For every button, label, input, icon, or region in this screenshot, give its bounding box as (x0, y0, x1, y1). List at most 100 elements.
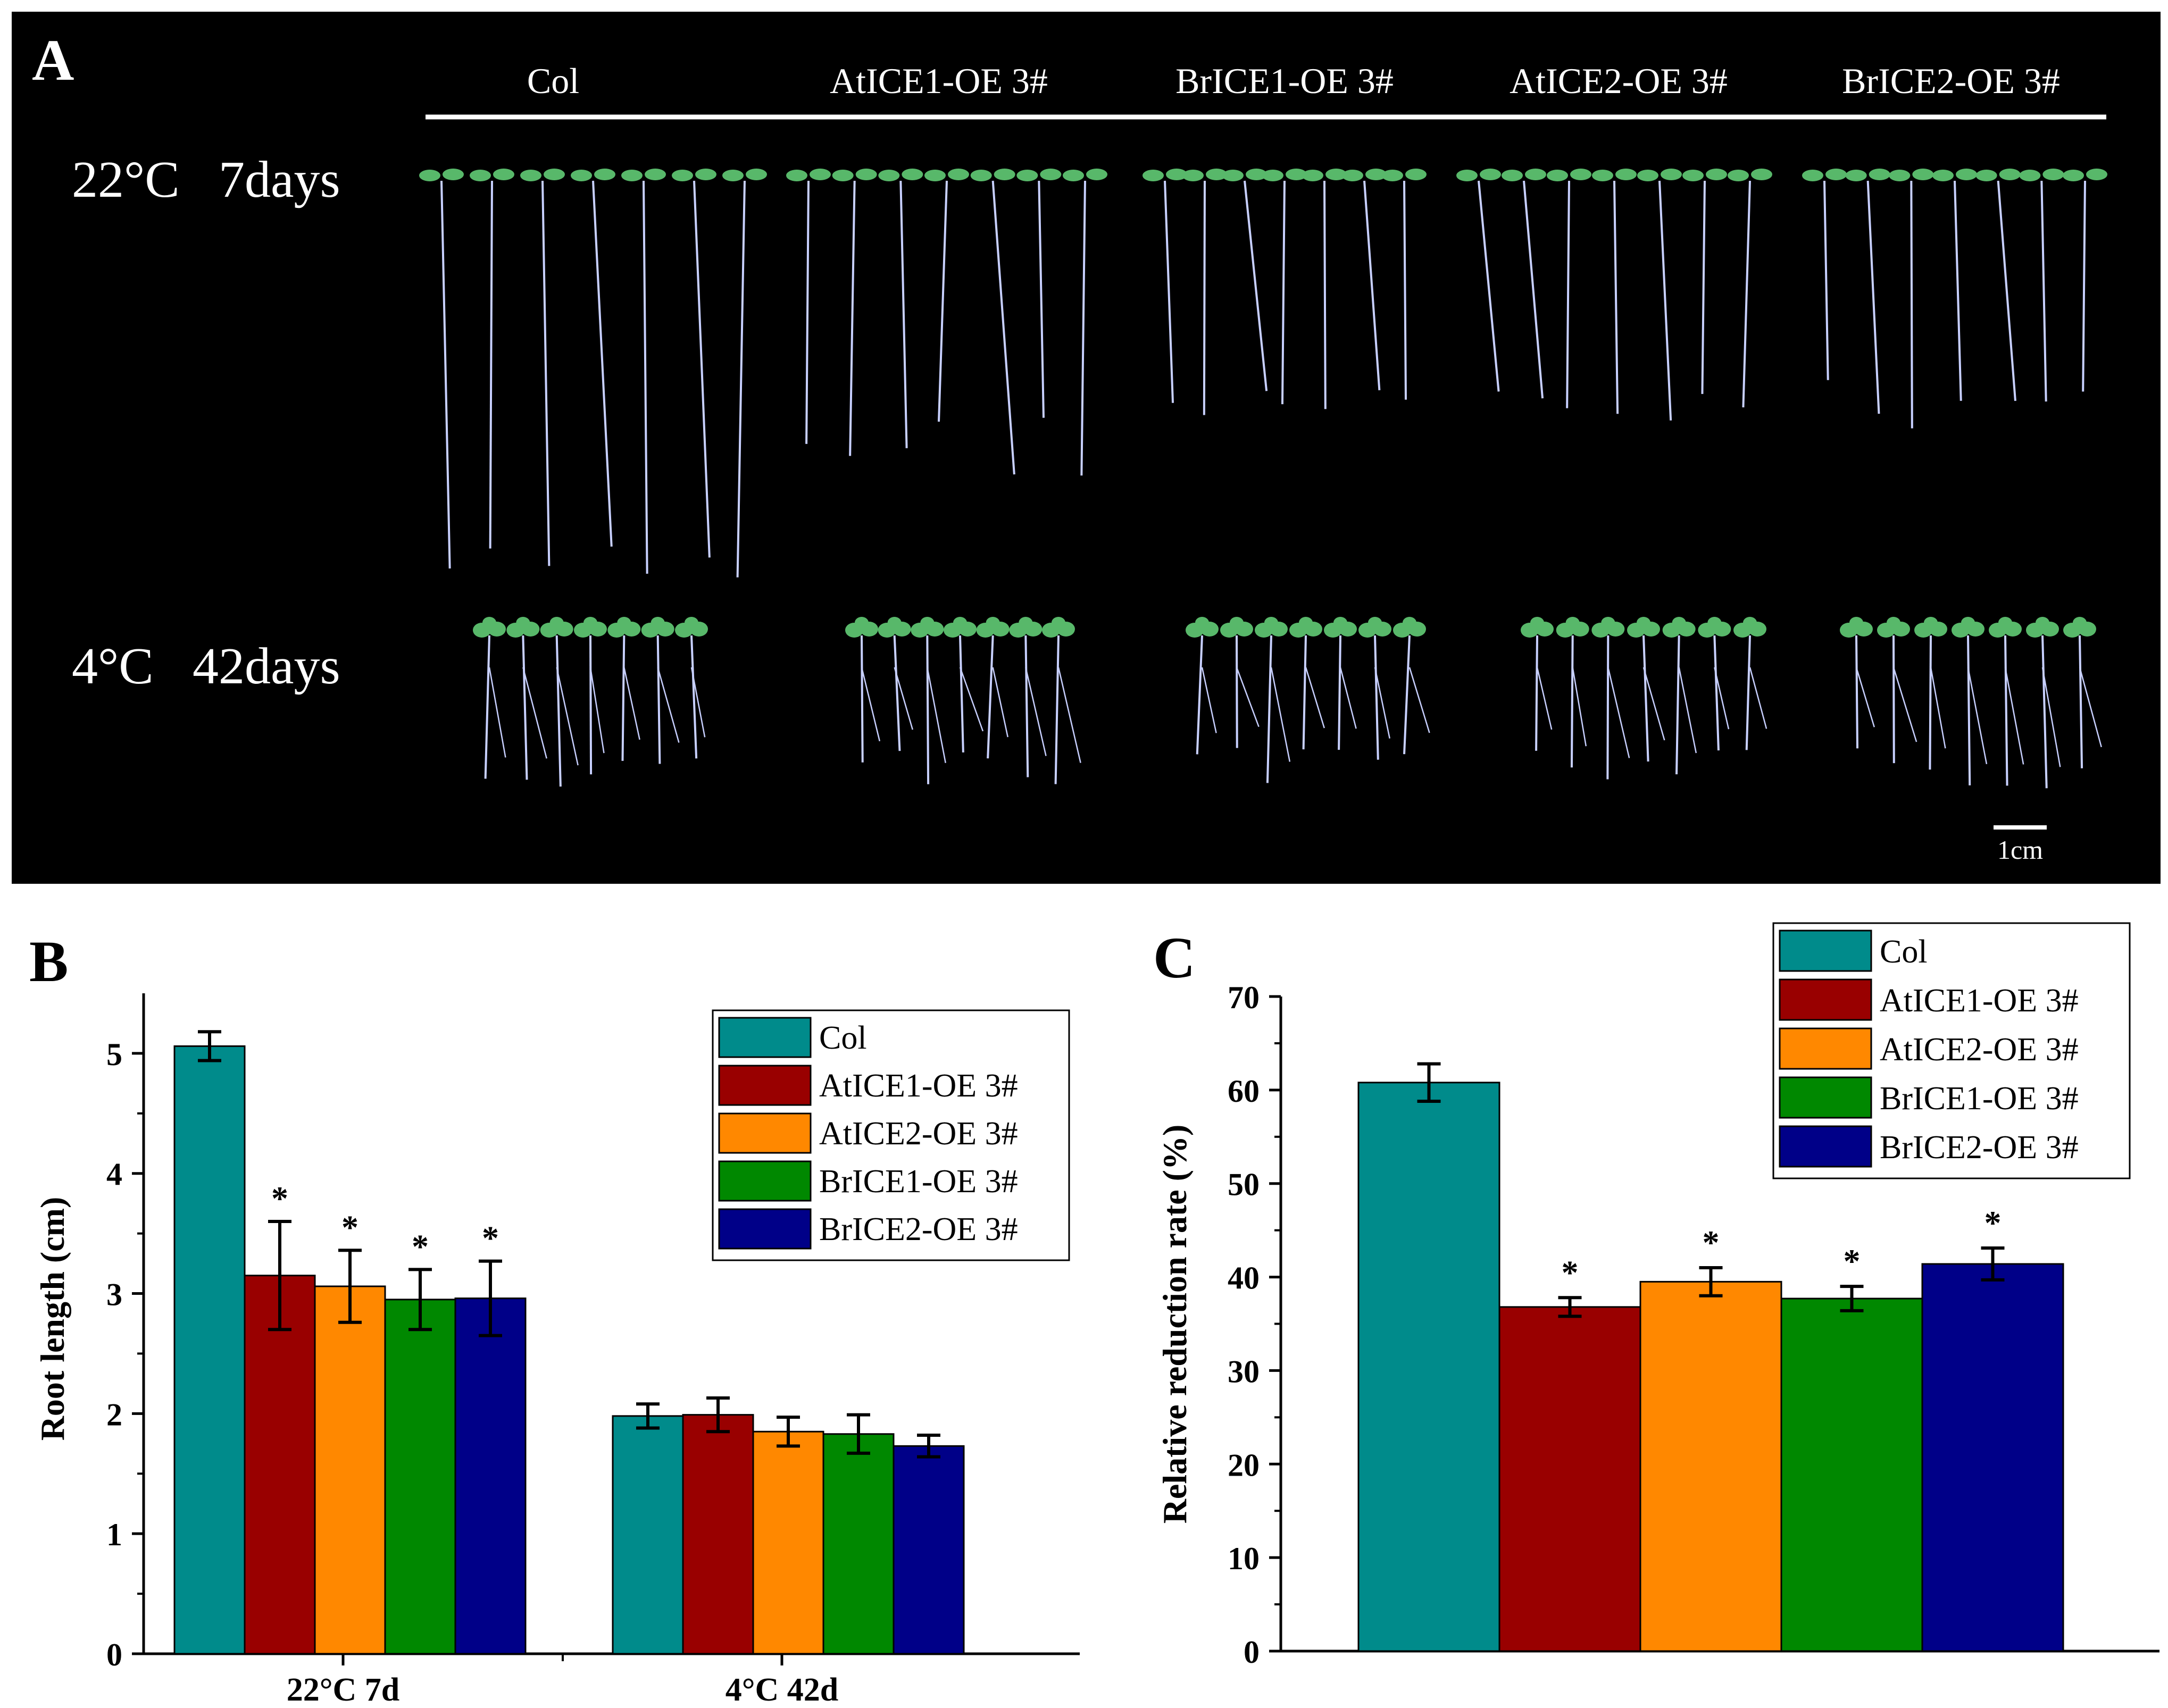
y-tick-label: 70 (1228, 980, 1260, 1015)
y-tick-label: 5 (106, 1037, 122, 1072)
seedling-root (2082, 180, 2086, 392)
significance-marker: * (1844, 1242, 1861, 1280)
seedling-cotyledon (1706, 169, 1727, 180)
seedling-root (1606, 635, 1610, 780)
bar (1498, 1306, 1641, 1652)
seedling-cotyledon (1143, 170, 1164, 181)
legend-entry: BrICE1-OE 3# (819, 1163, 1018, 1200)
seedling-root (484, 635, 490, 779)
seedling-root (1403, 180, 1407, 400)
seedling-lateral-root (2004, 667, 2024, 765)
scale-bar-label: 1cm (1997, 835, 2043, 865)
seedling-leaf (1530, 617, 1544, 629)
seedling-lateral-root (1572, 667, 1587, 747)
seedling-root (938, 180, 948, 422)
seedling-cotyledon (722, 170, 744, 181)
bar (893, 1445, 965, 1655)
seedling-cotyledon (645, 169, 666, 180)
legend-swatch (718, 1065, 812, 1106)
seedling-root (690, 635, 698, 759)
bar (173, 1045, 246, 1655)
seedling-leaf (2073, 617, 2087, 629)
seedling-root (893, 635, 901, 751)
bar (822, 1433, 895, 1655)
seedling-leaf (1195, 617, 1209, 629)
seedling-root (1745, 635, 1751, 750)
seedling-cotyledon (1456, 170, 1478, 181)
seedling-root (541, 180, 551, 566)
panel-a-label: A (32, 28, 74, 93)
seedling-root (1323, 180, 1327, 409)
seedling-root (1266, 635, 1272, 783)
seedling-lateral-root (927, 667, 946, 764)
seedling-leaf (1637, 617, 1650, 629)
seedling-cotyledon (672, 170, 693, 181)
seedling-leaf (583, 617, 597, 629)
seedling-root (693, 180, 711, 558)
y-tick-label: 10 (1228, 1541, 1260, 1576)
seedling-root (1535, 635, 1538, 751)
seedling-lateral-root (1536, 667, 1553, 730)
seedling-leaf (986, 617, 1000, 629)
seedling-root (1403, 635, 1411, 755)
bar (314, 1285, 386, 1655)
seedling-leaf (2036, 617, 2049, 629)
seedling-leaf (1887, 617, 1900, 629)
seedling-root (621, 635, 626, 761)
column-label: AtICE2-OE 3# (1510, 61, 1728, 101)
seedling-cotyledon (1682, 170, 1704, 181)
seedling-lateral-root (657, 667, 680, 743)
seedling-root (1929, 635, 1932, 770)
seedling-leaf (953, 617, 967, 629)
seedling-cotyledon (1262, 170, 1283, 181)
seedling-leaf (920, 617, 935, 629)
significance-marker: * (1984, 1204, 2002, 1242)
seedling-cotyledon (1889, 170, 1911, 181)
seedling-lateral-root (894, 667, 913, 730)
seedling-cotyledon (1525, 169, 1546, 180)
seedling-cotyledon (695, 169, 716, 180)
seedling-root (1363, 180, 1381, 390)
seedling-leaf (887, 617, 902, 629)
seedling-cotyledon (746, 169, 767, 180)
seedling-leaf (1601, 617, 1615, 629)
seedling-lateral-root (1892, 667, 1917, 742)
legend-swatch (718, 1208, 812, 1250)
legend-swatch (718, 1112, 812, 1154)
seedling-root (991, 180, 1015, 475)
seedling-root (1080, 180, 1086, 476)
seedling-root (2079, 635, 2083, 768)
seedling-root (1196, 635, 1203, 755)
seedling-cotyledon (1302, 170, 1323, 181)
seedling-cotyledon (1166, 169, 1187, 180)
row-label-4c: 4°C 42days (72, 638, 340, 695)
seedling-lateral-root (1855, 667, 1875, 727)
legend-swatch (718, 1160, 812, 1202)
seedling-cotyledon (1751, 169, 1772, 180)
seedling-lateral-root (1025, 667, 1047, 756)
seedling-root (522, 635, 528, 780)
seedling-root (1570, 635, 1574, 768)
seedling-lateral-root (1930, 667, 1946, 749)
seedling-root (1954, 180, 1962, 401)
y-tick-label: 1 (106, 1517, 122, 1552)
bar (244, 1275, 316, 1655)
seedling-lateral-root (1408, 667, 1430, 733)
seedling-leaf (651, 617, 665, 629)
significance-marker: * (412, 1227, 429, 1265)
seedling-cotyledon (470, 170, 491, 181)
legend-entry: AtICE1-OE 3# (1880, 983, 2079, 1019)
seedling-cotyledon (1956, 169, 1977, 180)
panel-a-photo: A Col AtICE1-OE 3# BrICE1-OE 3# AtICE2-OE 3… (12, 12, 2161, 884)
seedling-cotyledon (810, 169, 831, 180)
seedling-cotyledon (1802, 170, 1823, 181)
seedling-leaf (1565, 617, 1580, 629)
seedling-cotyledon (419, 170, 440, 181)
significance-marker: * (1562, 1253, 1579, 1291)
legend-swatch (1779, 1027, 1872, 1070)
x-tick-label: 22°C 7d (287, 1672, 400, 1708)
seedling-lateral-root (1236, 667, 1260, 727)
seedling-leaf (1403, 617, 1416, 629)
seedling-root (1038, 180, 1045, 418)
